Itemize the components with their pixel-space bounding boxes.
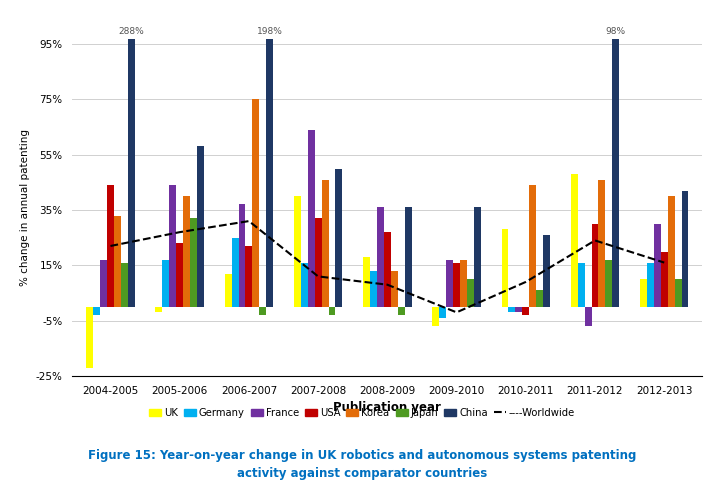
Text: 288%: 288% [118, 27, 144, 36]
Bar [259, 307, 266, 315]
Bar [190, 218, 197, 307]
Bar [474, 207, 481, 307]
Bar [578, 263, 584, 307]
Bar [668, 196, 675, 307]
Bar [300, 263, 308, 307]
Bar [654, 224, 661, 307]
Bar [232, 238, 238, 307]
Bar [93, 307, 100, 315]
Bar [515, 307, 522, 312]
Bar [183, 196, 190, 307]
Bar [335, 169, 342, 307]
Bar [238, 204, 245, 307]
Bar [508, 307, 515, 312]
Text: Figure 15: Year-on-year change in UK robotics and autonomous systems patenting: Figure 15: Year-on-year change in UK rob… [88, 449, 636, 462]
Bar [308, 130, 315, 307]
Bar [432, 307, 439, 326]
Bar [253, 99, 259, 307]
Bar [294, 196, 300, 307]
Bar [675, 279, 681, 307]
Bar [121, 263, 127, 307]
Bar [522, 307, 529, 315]
Bar [467, 279, 474, 307]
Bar [661, 252, 668, 307]
Bar [370, 271, 377, 307]
Bar [363, 257, 370, 307]
Bar [529, 185, 536, 307]
Bar [329, 307, 335, 315]
Bar [584, 307, 592, 326]
Legend: UK, Germany, France, USA, Korea, Japan, China, ----Worldwide: UK, Germany, France, USA, Korea, Japan, … [145, 403, 579, 422]
Y-axis label: % change in annual patenting: % change in annual patenting [20, 129, 30, 286]
Bar [377, 207, 384, 307]
Bar [266, 39, 273, 307]
Bar [460, 260, 467, 307]
Bar [321, 180, 329, 307]
Text: 198%: 198% [257, 27, 282, 36]
Bar [100, 260, 107, 307]
Bar [86, 307, 93, 368]
Bar [647, 263, 654, 307]
Bar [397, 307, 405, 315]
Bar [156, 307, 162, 312]
Bar [107, 185, 114, 307]
Bar [176, 243, 183, 307]
Bar [405, 207, 411, 307]
Bar [592, 224, 599, 307]
Bar [245, 246, 253, 307]
Bar [502, 229, 508, 307]
Bar [224, 274, 232, 307]
Bar [197, 147, 204, 307]
X-axis label: Publication year: Publication year [334, 401, 441, 414]
Bar [169, 185, 176, 307]
Bar [384, 232, 391, 307]
Bar [127, 39, 135, 307]
Bar [446, 260, 453, 307]
Bar [640, 279, 647, 307]
Text: activity against comparator countries: activity against comparator countries [237, 467, 487, 480]
Bar [114, 215, 121, 307]
Bar [613, 39, 619, 307]
Bar [681, 191, 689, 307]
Text: 98%: 98% [606, 27, 626, 36]
Bar [162, 260, 169, 307]
Bar [391, 271, 397, 307]
Bar [599, 180, 605, 307]
Bar [536, 290, 543, 307]
Bar [453, 263, 460, 307]
Bar [605, 260, 613, 307]
Bar [315, 218, 321, 307]
Bar [571, 174, 578, 307]
Bar [439, 307, 446, 318]
Bar [543, 235, 550, 307]
